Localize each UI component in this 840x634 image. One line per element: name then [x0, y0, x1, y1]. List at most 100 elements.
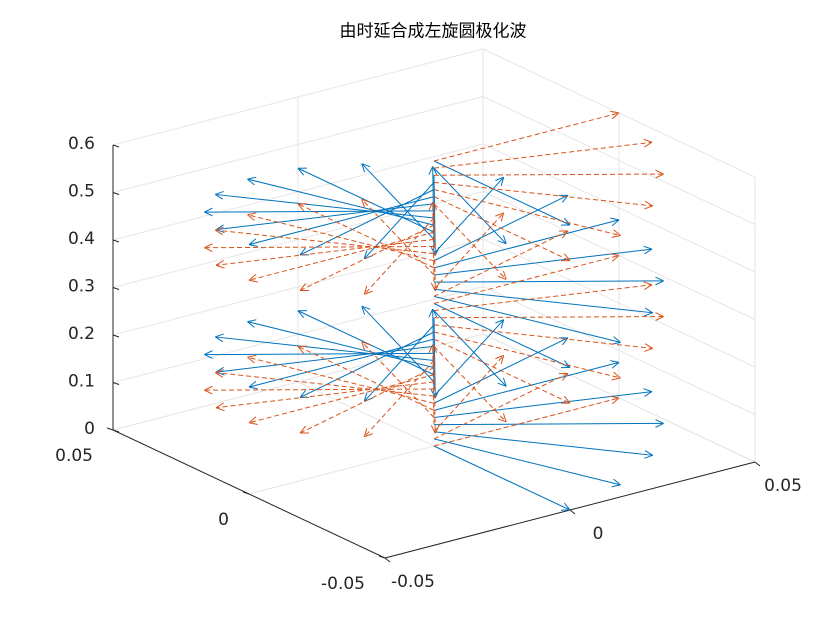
arrow-head [429, 345, 433, 353]
arrow-head [429, 309, 433, 317]
arrow-shaft [434, 190, 621, 236]
arrow-shaft [434, 311, 506, 387]
arrow [434, 161, 570, 225]
arrow-head [204, 248, 212, 252]
arrow-head [216, 260, 224, 265]
arrow [249, 232, 434, 282]
arrow [434, 332, 621, 380]
arrow-shaft [364, 218, 434, 294]
arrow-head [204, 386, 212, 390]
arrow [434, 111, 619, 161]
arrow [434, 361, 619, 411]
arrow-head [429, 167, 433, 175]
arrow [431, 175, 439, 255]
z-tick [113, 335, 119, 337]
arrow-head [644, 285, 652, 290]
y-tick-label: -0.05 [321, 574, 365, 594]
arrow [364, 218, 434, 294]
x-tick [755, 462, 760, 466]
arrow [434, 396, 619, 446]
arrow [300, 332, 434, 397]
arrow-head [216, 265, 225, 268]
arrow-shaft [434, 362, 619, 410]
arrow-shaft [434, 332, 621, 378]
z-tick [113, 240, 119, 242]
arrow [364, 361, 434, 437]
arrow [300, 368, 434, 433]
arrow-head [612, 485, 621, 487]
arrow-shaft [434, 168, 506, 244]
z-tick-label: 0.2 [68, 324, 95, 344]
arrow-shaft [434, 289, 653, 313]
arrow-head [610, 218, 619, 220]
z-tick [113, 383, 119, 385]
y-tick-label: 0 [218, 510, 229, 530]
arrow-shaft [434, 256, 619, 304]
arrow-head [644, 348, 652, 351]
arrow-shaft [434, 423, 664, 424]
arrow-head [643, 246, 652, 249]
arrow-head [656, 423, 664, 427]
arrow-shaft [434, 281, 664, 282]
x-tick [570, 510, 575, 514]
arrow [362, 164, 434, 240]
arrow-head [656, 281, 664, 285]
z-tick-label: 0.3 [68, 277, 95, 297]
arrow-head [204, 351, 212, 355]
arrow-head [610, 361, 619, 363]
arrow-shaft [434, 113, 619, 161]
arrow-shaft [434, 317, 664, 318]
arrow [434, 254, 619, 304]
arrow [247, 213, 434, 261]
arrow-head [249, 280, 258, 282]
arrow-shaft [434, 231, 568, 296]
arrow-shaft [204, 353, 434, 354]
arrow [434, 420, 664, 428]
arrow-shaft [300, 368, 434, 433]
arrow [429, 345, 437, 425]
arrow-head [249, 245, 258, 247]
arrow-shaft [434, 439, 621, 485]
arrow-head [644, 206, 652, 209]
arrow-shaft [249, 197, 434, 245]
arrow [434, 311, 506, 387]
arrow [434, 190, 621, 238]
arrow-head [247, 177, 256, 179]
arrow-shaft [300, 190, 434, 255]
x-tick-label: 0.05 [764, 476, 802, 496]
arrow-head [644, 455, 652, 458]
arrow-head [655, 170, 663, 174]
arrow-head [204, 244, 212, 248]
arrow [434, 218, 619, 268]
arrow-head [249, 423, 258, 425]
arrow [247, 355, 434, 403]
z-tick [113, 288, 119, 290]
arrow-head [204, 390, 212, 394]
arrow-head [247, 355, 256, 357]
x-tick [385, 558, 390, 562]
chart-title: 由时延合成左旋圆极化波 [340, 22, 527, 42]
arrow-head [643, 389, 652, 392]
arrow-shaft [434, 296, 621, 342]
y-tick [107, 428, 113, 430]
arrow-head [216, 408, 225, 411]
arrow-head [215, 334, 223, 337]
arrow-head [215, 191, 223, 194]
arrow-head [643, 282, 652, 285]
arrow-shaft [362, 164, 434, 240]
arrow [431, 318, 439, 398]
z-tick-label: 0.1 [68, 372, 95, 392]
arrow-shaft [204, 389, 434, 390]
arrow-shaft [300, 332, 434, 397]
arrow-head [644, 142, 652, 147]
arrow [434, 168, 506, 244]
arrow-head [655, 420, 663, 424]
arrow-head [204, 208, 212, 212]
arrow [434, 289, 653, 316]
arrow [434, 296, 621, 344]
arrow-shaft [434, 432, 653, 456]
z-tick-label: 0.6 [68, 134, 95, 154]
arrow [362, 306, 434, 382]
arrow [434, 277, 664, 285]
